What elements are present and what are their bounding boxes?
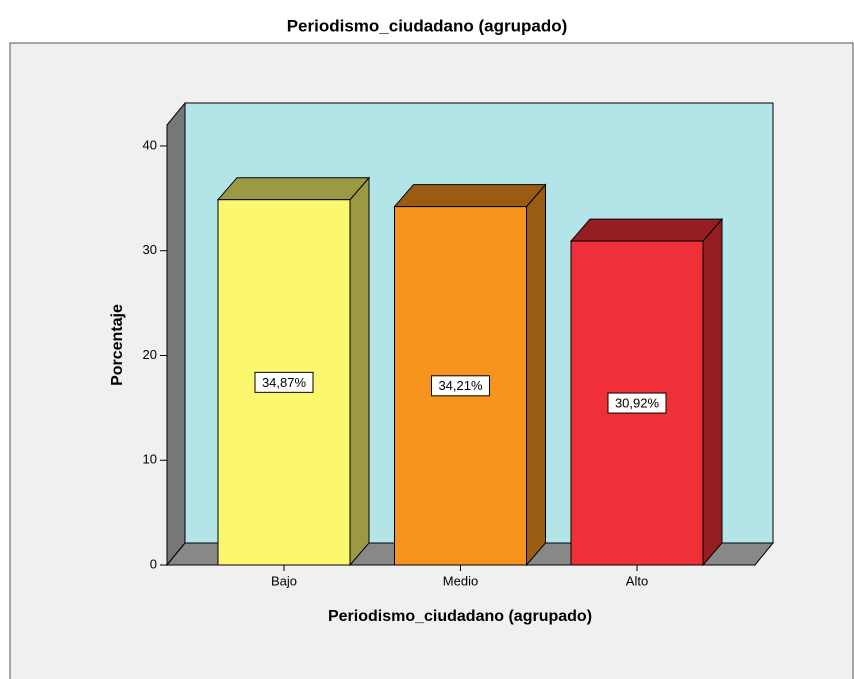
value-label-box <box>431 375 490 397</box>
value-label: 30,92% <box>615 395 660 410</box>
bar-top <box>216 177 371 201</box>
chart-title: Periodismo_ciudadano (agrupado) <box>287 16 568 35</box>
value-label-box <box>607 392 667 414</box>
x-axis-label: Periodismo_ciudadano (agrupado) <box>328 608 592 625</box>
y-tick-label: 40 <box>143 137 157 152</box>
value-label: 34,87% <box>262 375 307 390</box>
left-wall <box>166 101 186 567</box>
bar-side <box>349 176 370 567</box>
x-tick-label: Bajo <box>271 573 297 588</box>
y-axis-label: Porcentaje <box>109 304 126 386</box>
bar-side <box>526 183 546 567</box>
bar-top <box>393 184 547 208</box>
bar-side <box>702 217 723 567</box>
bar-top <box>569 218 724 242</box>
y-tick-label: 10 <box>143 452 157 467</box>
y-tick-label: 0 <box>150 556 157 571</box>
x-tick-label: Medio <box>443 573 478 588</box>
value-label: 34,21% <box>438 378 483 393</box>
y-tick-label: 30 <box>143 242 157 257</box>
value-label-box <box>254 371 314 393</box>
x-tick-label: Alto <box>626 573 648 588</box>
y-tick-label: 20 <box>143 347 157 362</box>
